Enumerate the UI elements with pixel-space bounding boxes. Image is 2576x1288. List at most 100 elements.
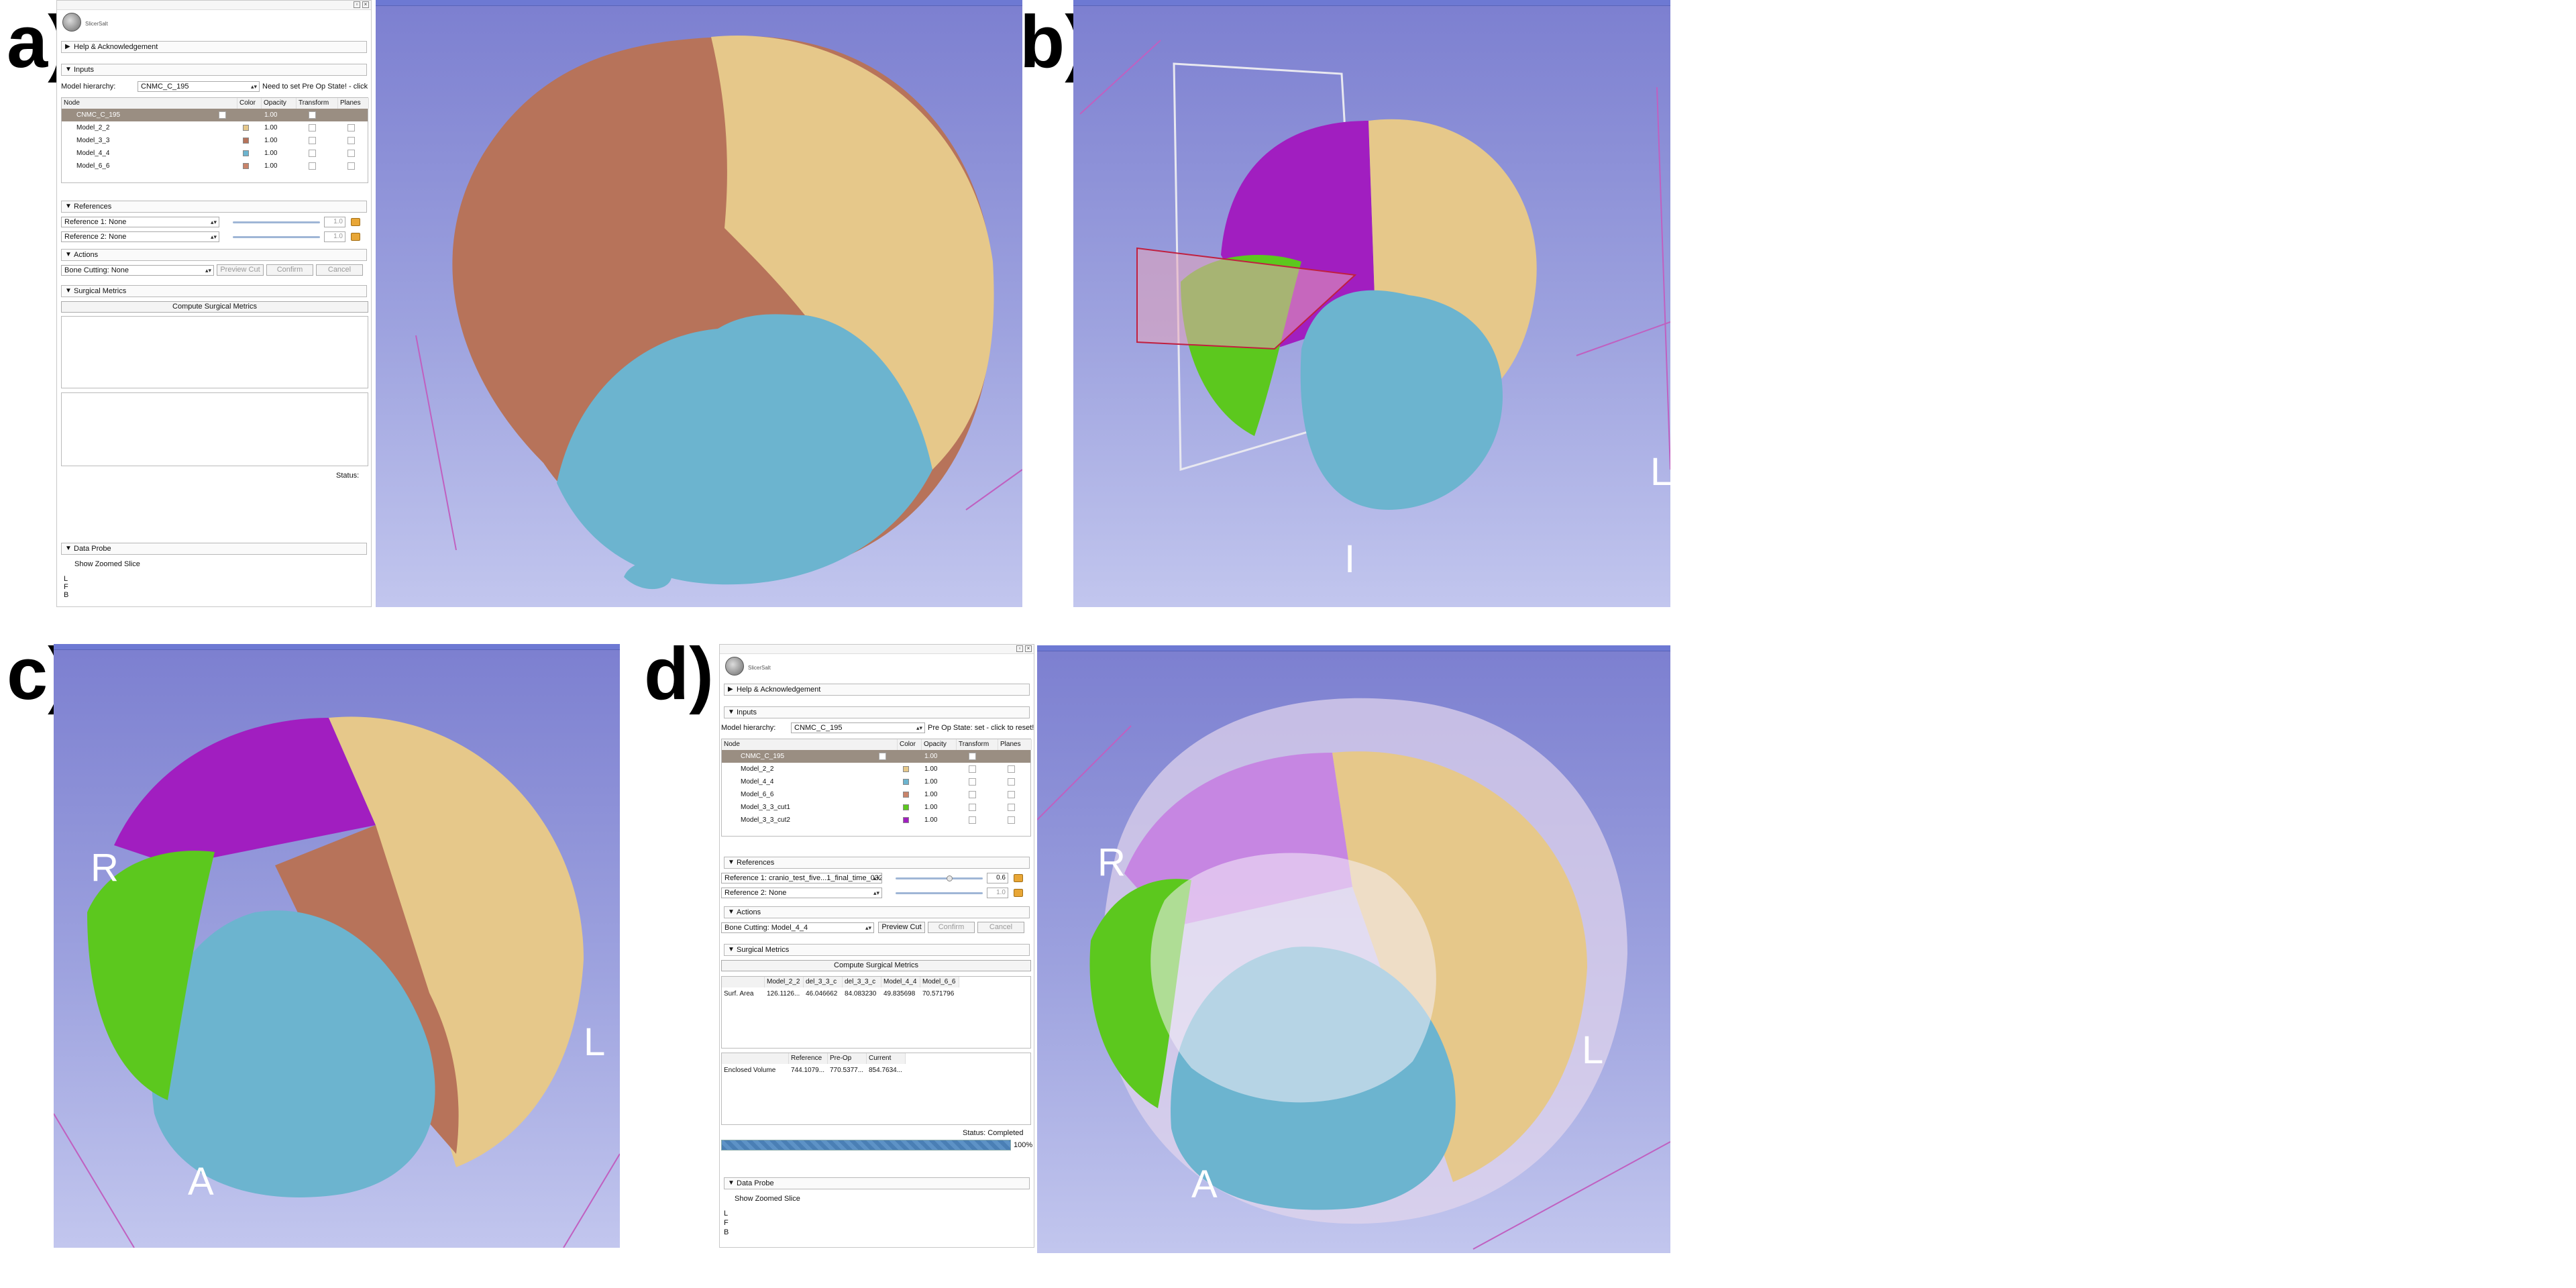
reference2-select[interactable]: Reference 2: None ▴▾: [721, 888, 882, 898]
preview-cut-button[interactable]: Preview Cut: [217, 264, 264, 276]
planes-checkbox[interactable]: [1008, 778, 1015, 786]
actions-section-header[interactable]: ▼ Actions: [724, 906, 1030, 918]
planes-checkbox[interactable]: [347, 124, 355, 131]
reference2-slider[interactable]: [233, 236, 320, 238]
folder-icon[interactable]: [1014, 889, 1023, 897]
table-row[interactable]: Model_6_6 1.00: [722, 788, 1030, 801]
reference2-slider[interactable]: [896, 892, 983, 894]
reference1-spinbox[interactable]: 1.0: [324, 217, 345, 227]
table-row[interactable]: CNMC_C_195 1.00: [722, 750, 1030, 763]
color-swatch[interactable]: [243, 163, 249, 169]
show-zoomed-slice-checkbox[interactable]: Show Zoomed Slice: [74, 560, 140, 568]
reference2-spinbox[interactable]: 1.0: [987, 888, 1008, 898]
data-probe-section-header[interactable]: ▼ Data Probe: [724, 1177, 1030, 1189]
table-row[interactable]: Model_3_3_cut1 1.00: [722, 801, 1030, 814]
3d-view-d[interactable]: R L A: [1037, 645, 1670, 1253]
data-probe-section-header[interactable]: ▼ Data Probe: [61, 543, 367, 555]
transform-checkbox[interactable]: [309, 150, 316, 157]
undock-icon[interactable]: ▫: [354, 1, 360, 8]
cancel-button[interactable]: Cancel: [316, 264, 363, 276]
transform-checkbox[interactable]: [969, 778, 976, 786]
reference1-select[interactable]: Reference 1: None ▴▾: [61, 217, 219, 227]
visibility-checkbox[interactable]: [219, 111, 226, 119]
transform-checkbox[interactable]: [309, 124, 316, 131]
color-swatch[interactable]: [243, 138, 249, 144]
transform-checkbox[interactable]: [969, 816, 976, 824]
planes-checkbox[interactable]: [1008, 804, 1015, 811]
planes-checkbox[interactable]: [347, 162, 355, 170]
close-icon[interactable]: ×: [362, 1, 369, 8]
visibility-checkbox[interactable]: [879, 753, 886, 760]
surgical-metrics-section-header[interactable]: ▼ Surgical Metrics: [724, 944, 1030, 956]
view-controller-bar[interactable]: [54, 644, 620, 650]
reference2-spinbox[interactable]: 1.0: [324, 231, 345, 242]
inputs-section-header[interactable]: ▼ Inputs: [61, 64, 367, 76]
color-swatch[interactable]: [243, 150, 249, 156]
cancel-button[interactable]: Cancel: [977, 922, 1024, 933]
table-row[interactable]: Model_4_4 1.00: [62, 147, 368, 160]
3d-view-b[interactable]: L I: [1073, 0, 1670, 607]
folder-icon[interactable]: [351, 218, 360, 226]
table-row[interactable]: Model_3_3_cut2 1.00: [722, 814, 1030, 826]
pre-op-state-button[interactable]: Need to set Pre Op State! - click: [262, 83, 368, 91]
compute-metrics-button[interactable]: Compute Surgical Metrics: [721, 960, 1031, 971]
table-row[interactable]: CNMC_C_195 1.00: [62, 109, 368, 121]
transform-checkbox[interactable]: [309, 111, 316, 119]
color-swatch[interactable]: [903, 779, 909, 785]
compute-metrics-button[interactable]: Compute Surgical Metrics: [61, 301, 368, 313]
table-row[interactable]: Model_2_2 1.00: [62, 121, 368, 134]
planes-checkbox[interactable]: [1008, 765, 1015, 773]
transform-checkbox[interactable]: [969, 791, 976, 798]
planes-checkbox[interactable]: [347, 150, 355, 157]
view-controller-bar[interactable]: [1073, 0, 1670, 6]
bone-cutting-select[interactable]: Bone Cutting: Model_4_4 ▴▾: [721, 922, 874, 933]
table-row[interactable]: Model_3_3 1.00: [62, 134, 368, 147]
model-hierarchy-select[interactable]: CNMC_C_195 ▴▾: [138, 81, 260, 92]
cut-plane: [1136, 247, 1357, 350]
pre-op-state-button[interactable]: Pre Op State: set - click to reset!: [928, 724, 1034, 732]
references-section-header[interactable]: ▼ References: [61, 201, 367, 213]
reference2-select[interactable]: Reference 2: None ▴▾: [61, 231, 219, 242]
planes-checkbox[interactable]: [1008, 816, 1015, 824]
table-row[interactable]: Model_2_2 1.00: [722, 763, 1030, 775]
surgical-metrics-section-header[interactable]: ▼ Surgical Metrics: [61, 285, 367, 297]
color-swatch[interactable]: [903, 804, 909, 810]
slider-handle[interactable]: [947, 875, 953, 881]
reference1-select[interactable]: Reference 1: cranio_test_five...1_final_…: [721, 873, 882, 883]
preview-cut-button[interactable]: Preview Cut: [878, 922, 925, 933]
color-swatch[interactable]: [903, 792, 909, 798]
transform-checkbox[interactable]: [969, 804, 976, 811]
transform-checkbox[interactable]: [309, 162, 316, 170]
color-swatch[interactable]: [903, 766, 909, 772]
actions-section-header[interactable]: ▼ Actions: [61, 249, 367, 261]
help-section-header[interactable]: ▶ Help & Acknowledgement: [724, 684, 1030, 696]
reference1-slider[interactable]: [233, 221, 320, 223]
help-section-header[interactable]: ▶ Help & Acknowledgement: [61, 41, 367, 53]
confirm-button[interactable]: Confirm: [928, 922, 975, 933]
show-zoomed-slice-checkbox[interactable]: Show Zoomed Slice: [735, 1195, 800, 1203]
table-row[interactable]: Model_6_6 1.00: [62, 160, 368, 172]
folder-icon[interactable]: [1014, 874, 1023, 882]
planes-checkbox[interactable]: [1008, 791, 1015, 798]
3d-view-c[interactable]: R L A: [54, 644, 620, 1248]
view-controller-bar[interactable]: [376, 0, 1022, 6]
reference1-spinbox[interactable]: 0.6: [987, 873, 1008, 883]
transform-checkbox[interactable]: [309, 137, 316, 144]
3d-view-a[interactable]: [376, 0, 1022, 607]
view-controller-bar[interactable]: [1037, 645, 1670, 651]
table-row[interactable]: Model_4_4 1.00: [722, 775, 1030, 788]
bone-cutting-select[interactable]: Bone Cutting: None ▴▾: [61, 265, 214, 276]
folder-icon[interactable]: [351, 233, 360, 241]
references-section-header[interactable]: ▼ References: [724, 857, 1030, 869]
color-swatch[interactable]: [903, 817, 909, 823]
transform-checkbox[interactable]: [969, 753, 976, 760]
inputs-section-header[interactable]: ▼ Inputs: [724, 706, 1030, 718]
planes-checkbox[interactable]: [347, 137, 355, 144]
reference1-slider[interactable]: [896, 877, 983, 879]
transform-checkbox[interactable]: [969, 765, 976, 773]
close-icon[interactable]: ×: [1025, 645, 1032, 652]
model-hierarchy-select[interactable]: CNMC_C_195 ▴▾: [791, 722, 925, 733]
confirm-button[interactable]: Confirm: [266, 264, 313, 276]
undock-icon[interactable]: ▫: [1016, 645, 1023, 652]
color-swatch[interactable]: [243, 125, 249, 131]
